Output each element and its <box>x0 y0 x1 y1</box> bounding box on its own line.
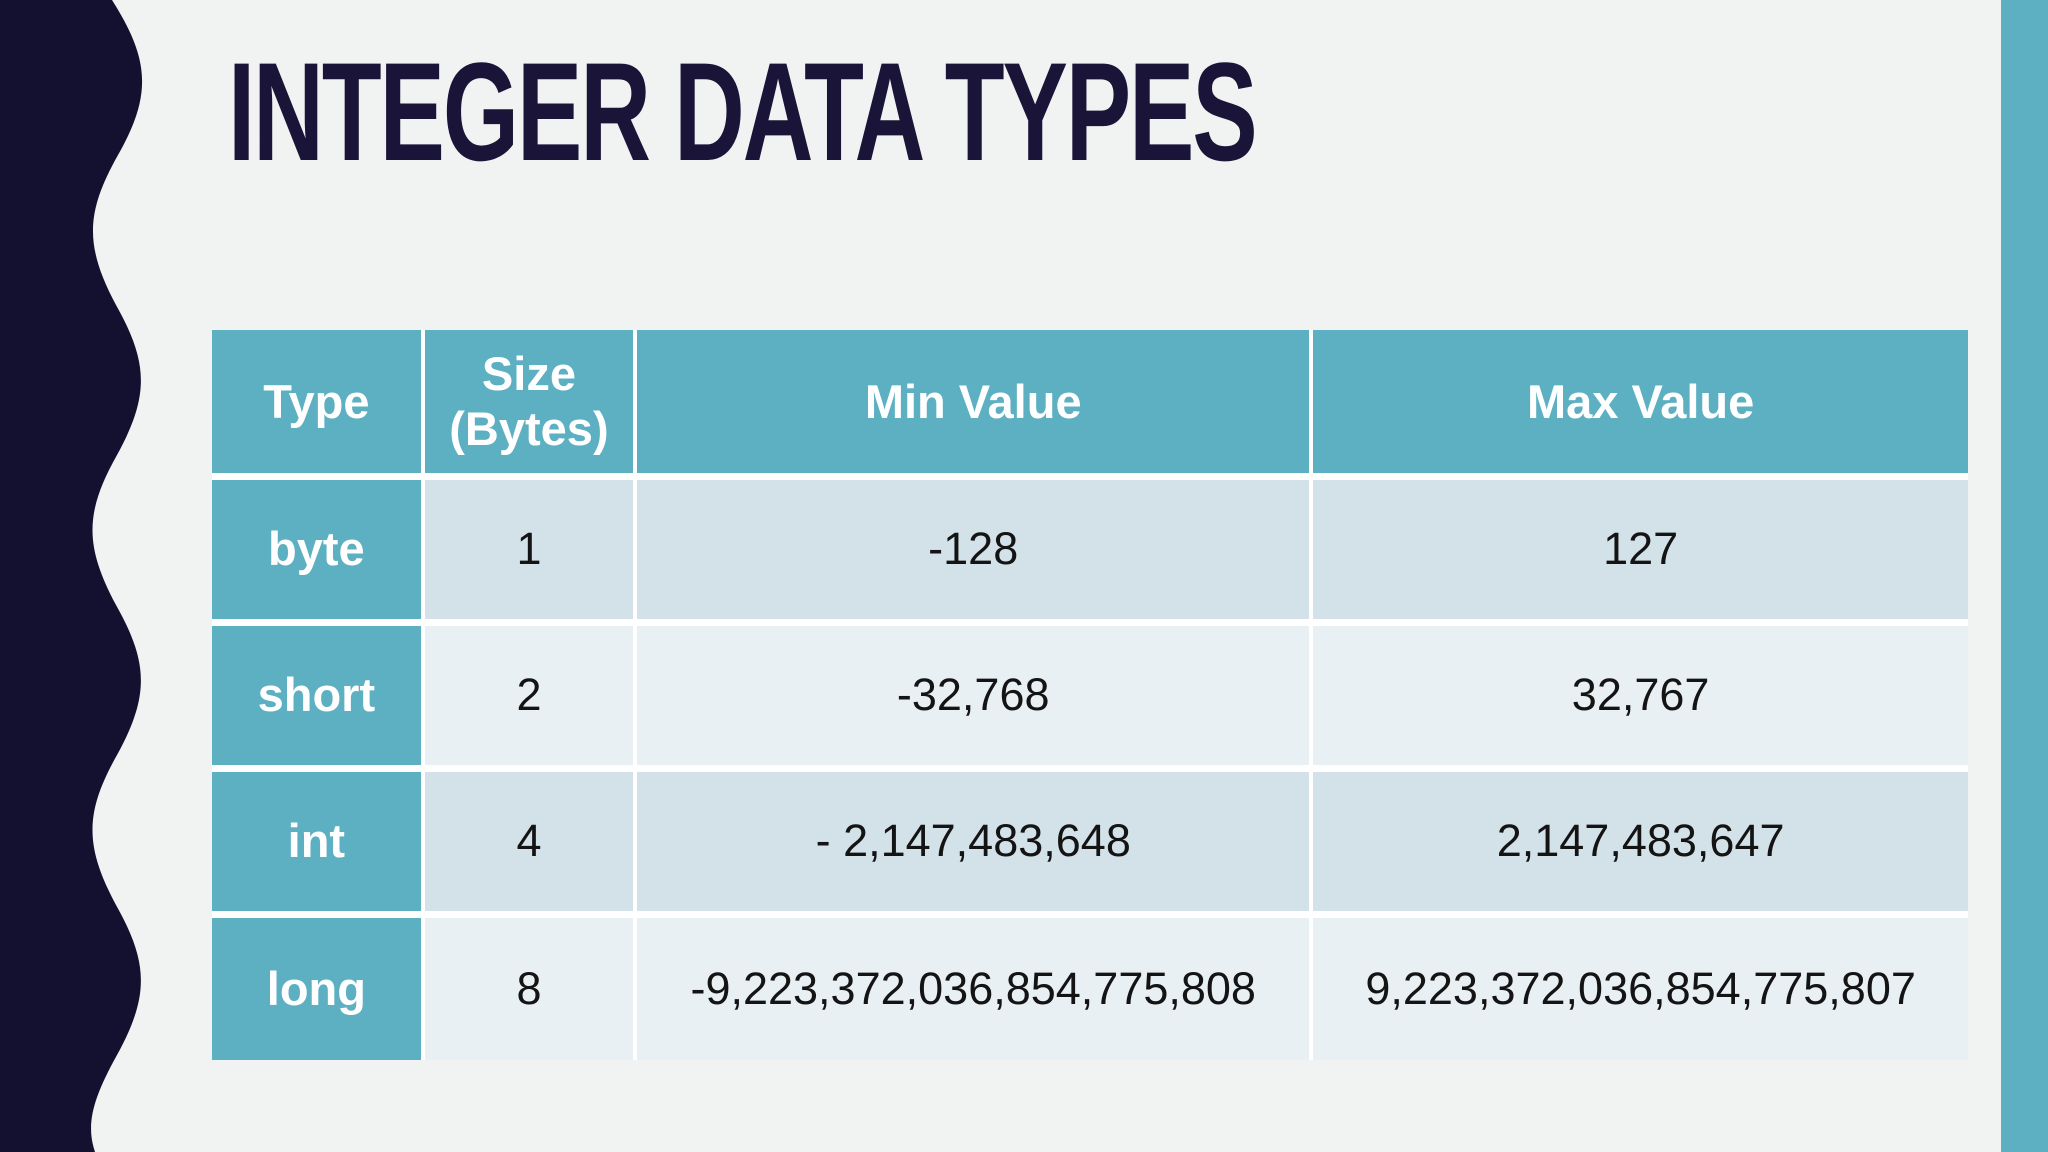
cell-size: 8 <box>420 910 638 1064</box>
cell-type: long <box>210 910 425 1064</box>
integer-types-table: Type Size (Bytes) Min Value Max Value by… <box>210 326 1970 1064</box>
cell-type: short <box>210 618 425 772</box>
table-row-int: int 4 - 2,147,483,648 2,147,483,647 <box>210 764 1970 918</box>
cell-max: 127 <box>1309 472 1970 626</box>
cell-min: -128 <box>633 472 1314 626</box>
table-header-row: Type Size (Bytes) Min Value Max Value <box>210 326 1970 480</box>
column-header-max: Max Value <box>1309 326 1970 480</box>
left-wave-decoration <box>0 0 143 1152</box>
cell-type: int <box>210 764 425 918</box>
cell-max: 2,147,483,647 <box>1309 764 1970 918</box>
cell-type: byte <box>210 472 425 626</box>
column-header-size: Size (Bytes) <box>420 326 638 480</box>
cell-size: 4 <box>420 764 638 918</box>
right-accent-strip <box>2001 0 2048 1152</box>
cell-min: -9,223,372,036,854,775,808 <box>633 910 1314 1064</box>
table-row-short: short 2 -32,768 32,767 <box>210 618 1970 772</box>
cell-max: 32,767 <box>1309 618 1970 772</box>
data-table-container: Type Size (Bytes) Min Value Max Value by… <box>210 326 1970 1064</box>
cell-min: -32,768 <box>633 618 1314 772</box>
cell-min: - 2,147,483,648 <box>633 764 1314 918</box>
slide-title: INTEGER DATA TYPES <box>228 33 1258 190</box>
cell-max: 9,223,372,036,854,775,807 <box>1309 910 1970 1064</box>
table-row-byte: byte 1 -128 127 <box>210 472 1970 626</box>
table-row-long: long 8 -9,223,372,036,854,775,808 9,223,… <box>210 910 1970 1064</box>
column-header-min: Min Value <box>633 326 1314 480</box>
cell-size: 1 <box>420 472 638 626</box>
column-header-type: Type <box>210 326 425 480</box>
cell-size: 2 <box>420 618 638 772</box>
